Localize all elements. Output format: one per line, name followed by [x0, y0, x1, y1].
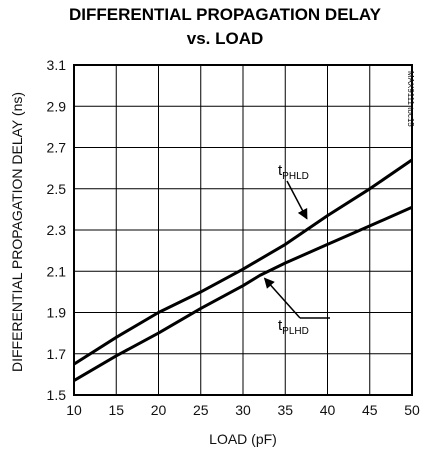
arrow-tphld — [286, 180, 308, 220]
x-tick-label: 25 — [193, 402, 209, 418]
y-tick-label: 2.3 — [47, 222, 67, 238]
x-tick-label: 10 — [66, 402, 82, 418]
y-tick-label: 1.9 — [47, 305, 67, 321]
plot-frame — [73, 64, 413, 396]
series-line-tphld — [73, 158, 413, 366]
x-tick-label: 35 — [277, 402, 293, 418]
x-axis-label: LOAD (pF) — [209, 431, 277, 447]
x-tick-label: 50 — [404, 402, 420, 418]
x-tick-label: 30 — [235, 402, 251, 418]
series-label-tplhd: tPLHD — [278, 317, 309, 337]
arrow-tplhd — [263, 277, 301, 319]
x-tick-label: 15 — [108, 402, 124, 418]
y-tick-label: 2.9 — [47, 98, 67, 114]
x-tick-labels: 10 15 20 25 30 35 40 45 50 — [66, 402, 420, 418]
series-lines — [73, 158, 413, 382]
x-tick-label: 20 — [151, 402, 167, 418]
corner-note: MAX9111 toc15 — [406, 71, 415, 127]
svg-text:tPHLD: tPHLD — [278, 162, 309, 182]
x-tick-label: 40 — [320, 402, 336, 418]
series-label-tphld-main: t — [278, 162, 283, 179]
y-tick-label: 2.1 — [47, 263, 67, 279]
y-tick-labels: 3.1 2.9 2.7 2.5 2.3 2.1 1.9 1.7 1.5 — [47, 57, 67, 403]
series-label-tplhd-sub: PLHD — [282, 326, 309, 337]
chart-title-line2: vs. LOAD — [187, 29, 264, 48]
series-label-tphld: tPHLD — [278, 162, 309, 182]
y-tick-label: 2.7 — [47, 140, 67, 156]
series-line-tplhd — [73, 205, 413, 382]
y-tick-label: 1.5 — [47, 387, 67, 403]
annotation-arrows — [263, 180, 330, 319]
y-tick-label: 1.7 — [47, 346, 67, 362]
y-axis-label: DIFFERENTIAL PROPAGATION DELAY (ns) — [9, 92, 25, 372]
y-tick-label: 2.5 — [47, 181, 67, 197]
y-tick-label: 3.1 — [47, 57, 67, 73]
svg-text:tPLHD: tPLHD — [278, 317, 309, 337]
series-label-tphld-sub: PHLD — [282, 171, 309, 182]
chart-title-line1: DIFFERENTIAL PROPAGATION DELAY — [69, 5, 382, 24]
series-label-tplhd-main: t — [278, 317, 283, 334]
x-tick-label: 45 — [362, 402, 378, 418]
